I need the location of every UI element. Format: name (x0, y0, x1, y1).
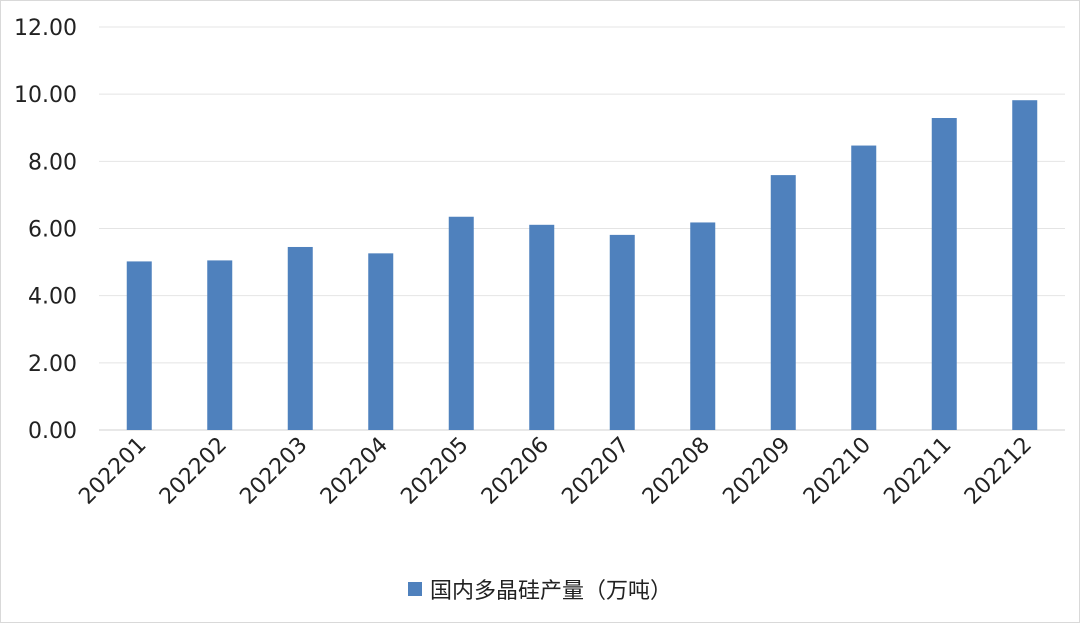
x-tick-label: 202202 (155, 433, 232, 510)
x-tick-label: 202203 (235, 433, 312, 510)
legend-swatch (407, 582, 422, 596)
x-tick-label: 202205 (396, 433, 473, 510)
bar (287, 246, 313, 430)
x-tick-label: 202206 (477, 433, 554, 510)
bar (1012, 100, 1038, 430)
x-tick-label: 202211 (879, 433, 956, 510)
y-tick-label: 10.00 (14, 83, 77, 108)
bars (126, 100, 1038, 430)
legend-label: 国内多晶硅产量（万吨） (429, 579, 672, 604)
bar (207, 260, 233, 430)
gridlines (99, 26, 1065, 431)
y-tick-label: 12.00 (14, 16, 77, 41)
x-tick-label: 202212 (960, 433, 1037, 510)
bar (448, 216, 474, 430)
bar (770, 175, 796, 430)
x-tick-label: 202208 (638, 433, 715, 510)
x-tick-label: 202201 (74, 433, 151, 510)
y-tick-label: 4.00 (28, 285, 77, 310)
x-tick-label: 202209 (718, 433, 795, 510)
legend: 国内多晶硅产量（万吨） (0, 573, 1080, 605)
bar (529, 224, 555, 430)
y-tick-label: 2.00 (28, 352, 77, 377)
y-axis-ticks: 0.00 2.00 4.00 6.00 8.00 10.00 12.00 (14, 16, 77, 444)
y-tick-label: 6.00 (28, 218, 77, 243)
bar (609, 234, 635, 430)
bar (851, 145, 877, 430)
x-tick-label: 202204 (316, 433, 393, 510)
bar (690, 222, 716, 430)
bar (368, 253, 394, 430)
bar (126, 261, 152, 430)
bar (931, 118, 957, 430)
y-tick-label: 0.00 (28, 419, 77, 444)
x-tick-label: 202210 (799, 433, 876, 510)
x-axis-ticks: 202201 202202 202203 202204 202205 202206 2022… (74, 433, 1037, 510)
y-tick-label: 8.00 (28, 150, 77, 175)
x-tick-label: 202207 (557, 433, 634, 510)
